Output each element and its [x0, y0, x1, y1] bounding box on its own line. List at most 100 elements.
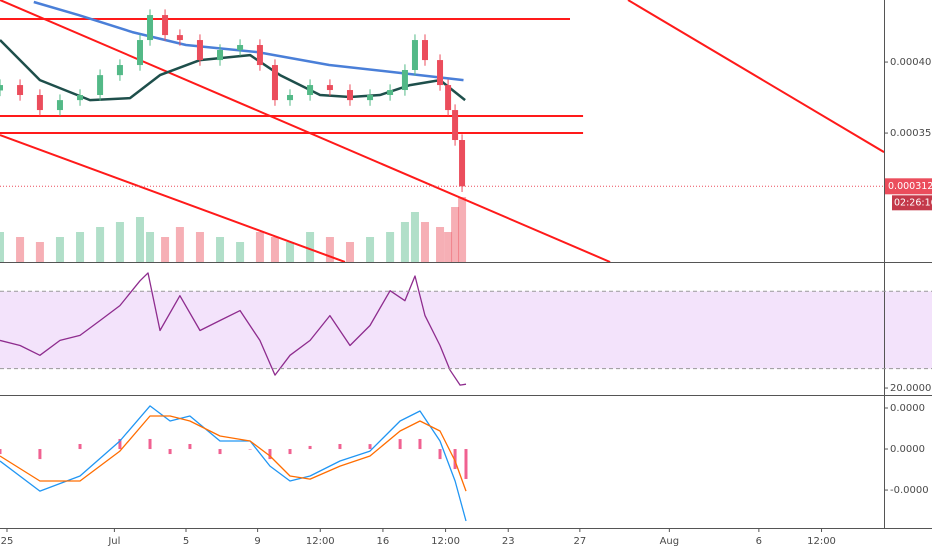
volume-bar [400, 222, 409, 262]
histogram-bar [308, 445, 312, 450]
histogram-bar [453, 449, 457, 470]
volume-bar [345, 242, 354, 262]
pane [0, 405, 468, 522]
volume-bar [216, 237, 225, 262]
candle-body [176, 35, 183, 41]
volume-bar [135, 217, 144, 262]
volume-bar [96, 227, 105, 262]
candle-body [0, 85, 3, 91]
x-tick-label: 27 [573, 536, 586, 547]
histogram-bar [438, 449, 442, 460]
x-tick-label: 9 [254, 536, 260, 547]
candle-body [147, 15, 154, 41]
x-tick-label: Jul [107, 536, 120, 547]
volume-bar [175, 227, 184, 262]
x-tick-label: 25 [1, 536, 14, 547]
volume-bar [255, 232, 264, 262]
candle-body [346, 90, 353, 101]
volume-bar [386, 232, 395, 262]
candle-body [307, 85, 314, 96]
y-tick-label: 0.0003500 [890, 128, 932, 139]
last-price-tag [885, 178, 932, 195]
histogram-bar [288, 449, 292, 455]
band-fill-axis [885, 291, 932, 369]
candle-body [77, 95, 84, 101]
volume-bar [325, 237, 334, 262]
candle-body [237, 45, 244, 50]
volume-bar [270, 237, 279, 262]
x-tick-label: 5 [183, 536, 189, 547]
line-series [0, 272, 467, 386]
volume-bar [286, 242, 295, 262]
candle-body [445, 85, 452, 111]
x-tick-label: 16 [377, 536, 390, 547]
histogram-bar [38, 449, 42, 460]
volume-bar [76, 232, 85, 262]
x-tick-label: 12:00 [431, 536, 460, 547]
volume-bar [115, 222, 124, 262]
trend-line [627, 0, 884, 153]
volume-bar [55, 237, 64, 262]
candle-body [411, 40, 418, 71]
volume-bar [458, 197, 467, 262]
candle-body [287, 95, 294, 101]
volume-bar [35, 242, 44, 262]
candle-body [136, 40, 143, 66]
volume-bar [366, 237, 375, 262]
candle-body [459, 140, 466, 187]
histogram-bar [398, 439, 402, 450]
candle-body [36, 95, 43, 111]
pane [0, 0, 884, 262]
candle-body [17, 85, 24, 96]
candle-body [271, 65, 278, 101]
line-series [33, 0, 464, 82]
histogram-bar [188, 444, 192, 450]
volume-bar [195, 232, 204, 262]
volume-bar [420, 222, 429, 262]
volume-bar [146, 232, 155, 262]
histogram-bar [218, 449, 222, 455]
volume-bar [410, 212, 419, 262]
trend-line [0, 0, 611, 262]
pane [0, 272, 884, 386]
candle-body [401, 70, 408, 91]
line-series [0, 405, 467, 522]
y-tick-label: 0.0000 [890, 444, 925, 455]
y-tick-label: 0.0000 [890, 403, 925, 414]
histogram-bar [368, 444, 372, 450]
x-tick-label: 6 [756, 536, 762, 547]
candle-body [97, 75, 104, 96]
candle-body [256, 45, 263, 66]
histogram-bar [268, 449, 272, 460]
histogram-bar [118, 438, 122, 450]
x-tick-label: Aug [660, 536, 680, 547]
y-tick-label: 20.0000 [890, 383, 931, 394]
x-tick-label: 12:00 [807, 536, 836, 547]
histogram-bar [338, 444, 342, 450]
candle-body [217, 49, 224, 61]
candle-body [437, 60, 444, 86]
line-series [0, 415, 467, 492]
histogram-bar [418, 438, 422, 450]
histogram-bar [148, 438, 152, 450]
band-fill [0, 291, 884, 369]
candle-body [326, 85, 333, 91]
volume-bar [451, 207, 460, 262]
y-tick-label: 0.0004000 [890, 57, 932, 68]
candle-body [452, 110, 459, 141]
candle-body [56, 100, 63, 111]
countdown-label: 02:26:16 [894, 197, 932, 208]
candle-body [367, 95, 374, 101]
volume-bar [161, 237, 170, 262]
last-price-label: 0.0003125 [888, 181, 932, 192]
candle-body [116, 65, 123, 76]
candle-body [387, 90, 394, 96]
x-tick-label: 23 [502, 536, 515, 547]
volume-bar [306, 232, 315, 262]
histogram-bar [0, 449, 2, 455]
volume-bar [0, 232, 4, 262]
candle-body [196, 40, 203, 61]
volume-bar [444, 232, 453, 262]
histogram-bar [248, 449, 252, 450]
